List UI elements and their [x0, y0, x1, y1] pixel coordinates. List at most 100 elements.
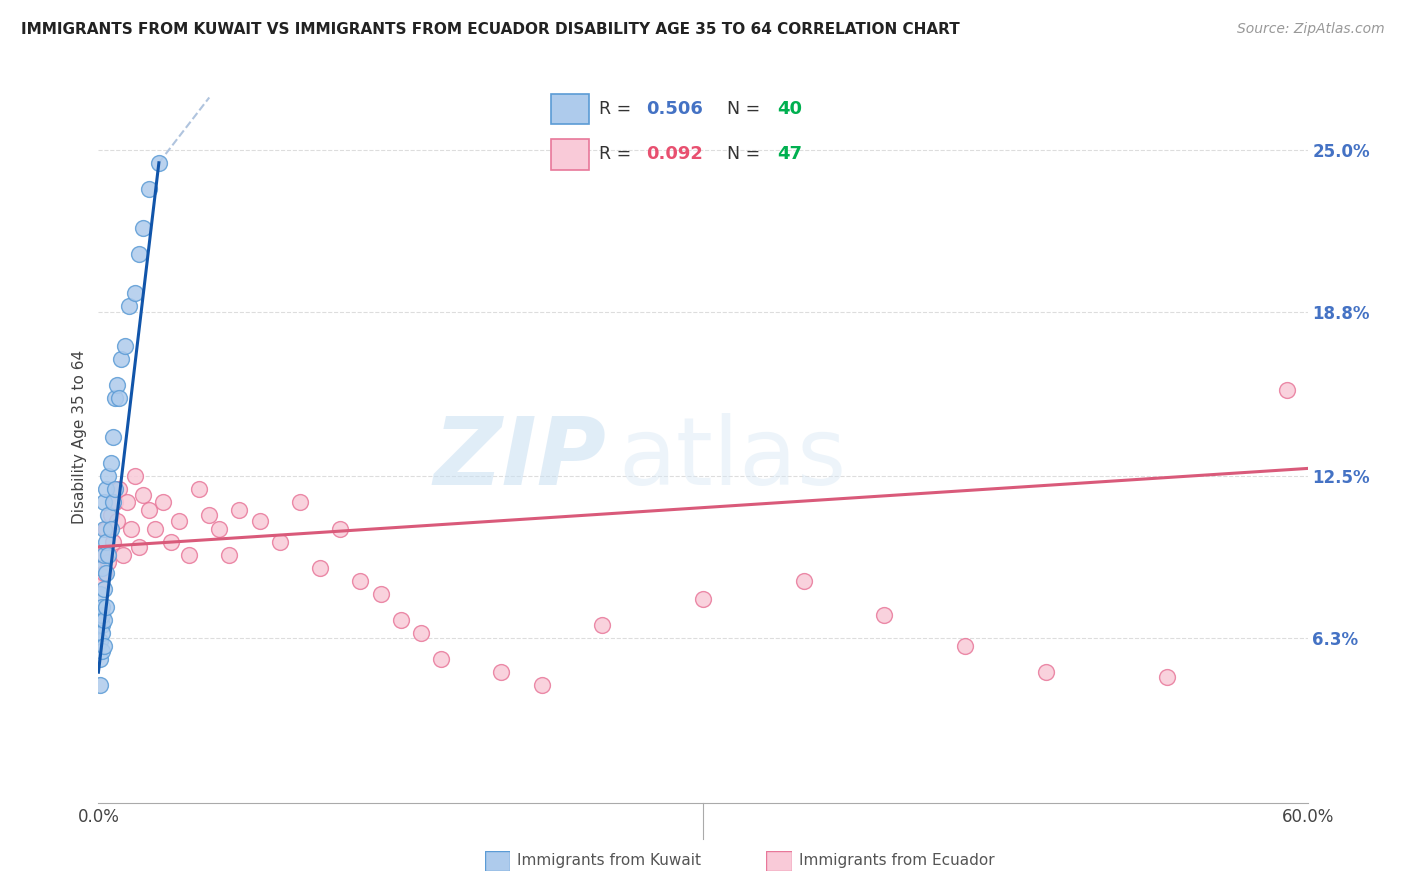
Text: Source: ZipAtlas.com: Source: ZipAtlas.com — [1237, 22, 1385, 37]
Point — [93, 495, 115, 509]
Point — [91, 626, 114, 640]
Point — [91, 644, 114, 658]
Point — [107, 483, 129, 497]
Text: 47: 47 — [778, 145, 803, 163]
Point — [111, 548, 134, 562]
Point — [101, 534, 124, 549]
Point — [953, 639, 976, 653]
Point — [97, 508, 120, 523]
Text: N =: N = — [727, 100, 766, 118]
Point — [93, 521, 115, 535]
Point — [228, 503, 250, 517]
Point — [89, 678, 111, 692]
Point — [160, 534, 183, 549]
Point — [93, 548, 115, 562]
Point — [103, 391, 125, 405]
Point — [370, 587, 392, 601]
Point — [101, 430, 124, 444]
Point — [167, 514, 190, 528]
Point — [389, 613, 412, 627]
Point — [89, 613, 111, 627]
Point — [107, 391, 129, 405]
Point — [115, 495, 138, 509]
Point — [103, 495, 125, 509]
Point — [91, 599, 114, 614]
Point — [96, 483, 118, 497]
Point — [1035, 665, 1057, 680]
Point — [793, 574, 815, 588]
Point — [96, 599, 118, 614]
Point — [89, 587, 111, 601]
Point — [692, 592, 714, 607]
Point — [100, 456, 122, 470]
Point — [208, 521, 231, 535]
Point — [120, 521, 142, 535]
Point — [138, 503, 160, 517]
Text: Immigrants from Ecuador: Immigrants from Ecuador — [799, 854, 994, 868]
Point — [110, 351, 132, 366]
Point — [100, 508, 122, 523]
Text: R =: R = — [599, 145, 637, 163]
Point — [93, 566, 115, 580]
Point — [1277, 383, 1299, 397]
Point — [91, 607, 114, 622]
Point — [409, 626, 432, 640]
Point — [198, 508, 221, 523]
Point — [93, 613, 115, 627]
Point — [93, 582, 115, 596]
Point — [93, 639, 115, 653]
Point — [132, 221, 155, 235]
Point — [491, 665, 513, 680]
Point — [96, 534, 118, 549]
Point — [105, 377, 128, 392]
Point — [430, 652, 453, 666]
Point — [89, 652, 111, 666]
Text: atlas: atlas — [619, 413, 846, 505]
Point — [128, 540, 150, 554]
Point — [143, 521, 166, 535]
Point — [329, 521, 352, 535]
FancyBboxPatch shape — [551, 94, 589, 124]
Point — [124, 469, 146, 483]
Point — [128, 247, 150, 261]
Point — [132, 487, 155, 501]
Text: R =: R = — [599, 100, 637, 118]
Point — [218, 548, 240, 562]
Point — [91, 548, 114, 562]
Point — [152, 495, 174, 509]
Point — [100, 521, 122, 535]
Point — [1156, 670, 1178, 684]
Point — [89, 574, 111, 588]
Point — [179, 548, 201, 562]
Point — [269, 534, 291, 549]
Point — [101, 495, 124, 509]
FancyBboxPatch shape — [551, 139, 589, 169]
Point — [96, 566, 118, 580]
Text: N =: N = — [727, 145, 766, 163]
Text: 40: 40 — [778, 100, 803, 118]
Y-axis label: Disability Age 35 to 64: Disability Age 35 to 64 — [72, 350, 87, 524]
Point — [97, 548, 120, 562]
Point — [118, 300, 141, 314]
Point — [91, 618, 114, 632]
Point — [96, 521, 118, 535]
Text: ZIP: ZIP — [433, 413, 606, 505]
Point — [188, 483, 211, 497]
Text: 0.092: 0.092 — [645, 145, 703, 163]
Point — [124, 286, 146, 301]
Text: Immigrants from Kuwait: Immigrants from Kuwait — [517, 854, 702, 868]
Point — [530, 678, 553, 692]
Point — [288, 495, 311, 509]
Point — [591, 618, 613, 632]
Text: 0.506: 0.506 — [645, 100, 703, 118]
Point — [91, 560, 114, 574]
Point — [349, 574, 371, 588]
Point — [148, 156, 170, 170]
Point — [103, 483, 125, 497]
Point — [138, 182, 160, 196]
Point — [249, 514, 271, 528]
Point — [873, 607, 896, 622]
Point — [309, 560, 332, 574]
Text: IMMIGRANTS FROM KUWAIT VS IMMIGRANTS FROM ECUADOR DISABILITY AGE 35 TO 64 CORREL: IMMIGRANTS FROM KUWAIT VS IMMIGRANTS FRO… — [21, 22, 960, 37]
Point — [105, 514, 128, 528]
